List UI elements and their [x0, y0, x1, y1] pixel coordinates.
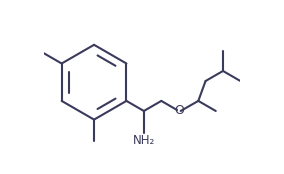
Text: O: O	[174, 104, 184, 117]
Text: NH₂: NH₂	[133, 134, 155, 147]
